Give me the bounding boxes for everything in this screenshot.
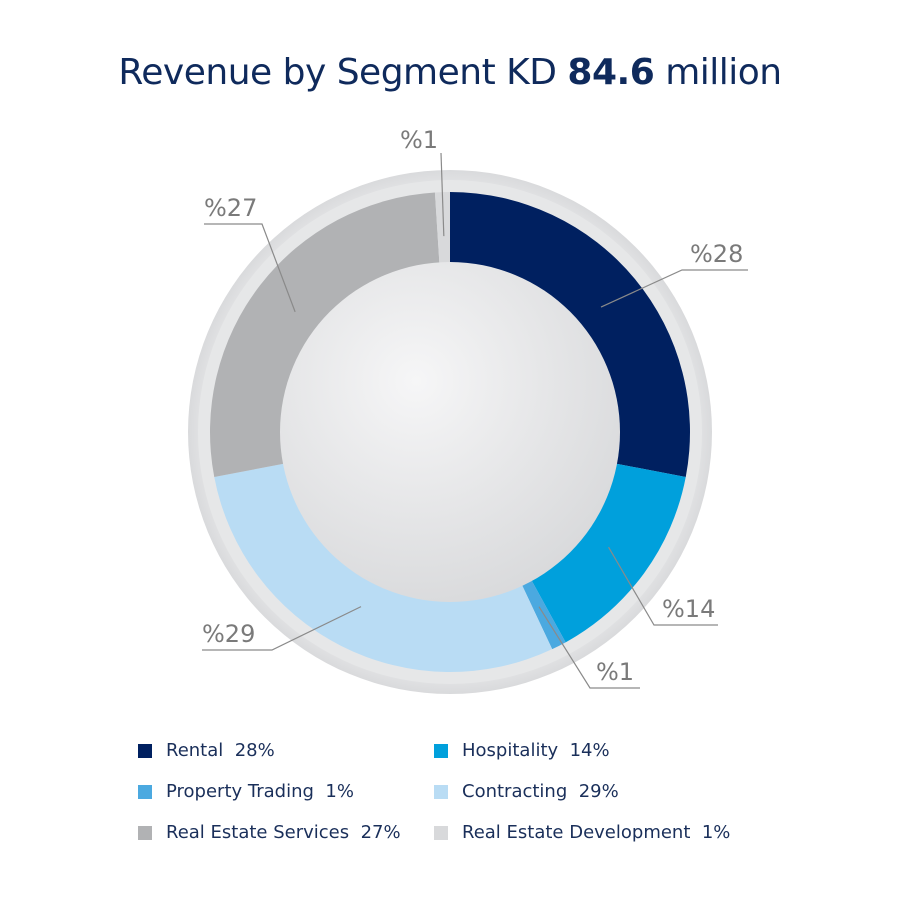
legend-item-property-trading: Property Trading 1% — [138, 781, 354, 802]
legend-item-real-estate-development: Real Estate Development 1% — [434, 822, 730, 843]
slice-real-estate-development — [434, 192, 450, 273]
callout-label: %28 — [690, 240, 743, 268]
callout-label: %1 — [400, 126, 438, 154]
title-suffix: million — [665, 52, 782, 93]
legend-label: Property Trading 1% — [166, 781, 354, 802]
legend-swatch — [434, 784, 448, 799]
legend-swatch — [434, 825, 448, 840]
legend-label: Real Estate Services 27% — [166, 822, 401, 843]
legend-label: Contracting 29% — [462, 781, 619, 802]
slice-rental — [450, 192, 690, 477]
legend-label: Hospitality 14% — [462, 740, 610, 761]
callout-label: %14 — [662, 595, 715, 623]
legend-swatch — [138, 784, 152, 799]
callout-label: %27 — [204, 194, 257, 222]
legend-swatch — [138, 825, 152, 840]
legend-item-contracting: Contracting 29% — [434, 781, 619, 802]
title-prefix: Revenue by Segment KD — [118, 52, 557, 93]
legend-item-real-estate-services: Real Estate Services 27% — [138, 822, 401, 843]
donut-hole — [280, 262, 620, 602]
callout-line — [608, 546, 718, 626]
callout-line — [204, 223, 296, 313]
callout-line — [538, 606, 640, 689]
legend-label: Rental 28% — [166, 740, 275, 761]
slice-hospitality — [527, 461, 686, 643]
callout-label: %29 — [202, 620, 255, 648]
callout-line — [600, 269, 748, 308]
legend-item-hospitality: Hospitality 14% — [434, 740, 610, 761]
slice-real-estate-services — [209, 192, 440, 477]
legend-item-rental: Rental 28% — [138, 740, 275, 761]
slice-contracting — [214, 461, 553, 672]
title-value: 84.6 — [567, 52, 655, 93]
callout-label: %1 — [596, 658, 634, 686]
chart-title: Revenue by Segment KD 84.6 million — [0, 52, 900, 93]
callout-line — [440, 152, 445, 237]
legend-label: Real Estate Development 1% — [462, 822, 731, 843]
legend-swatch — [138, 743, 152, 758]
callout-line — [202, 606, 362, 651]
legend-swatch — [434, 743, 448, 758]
